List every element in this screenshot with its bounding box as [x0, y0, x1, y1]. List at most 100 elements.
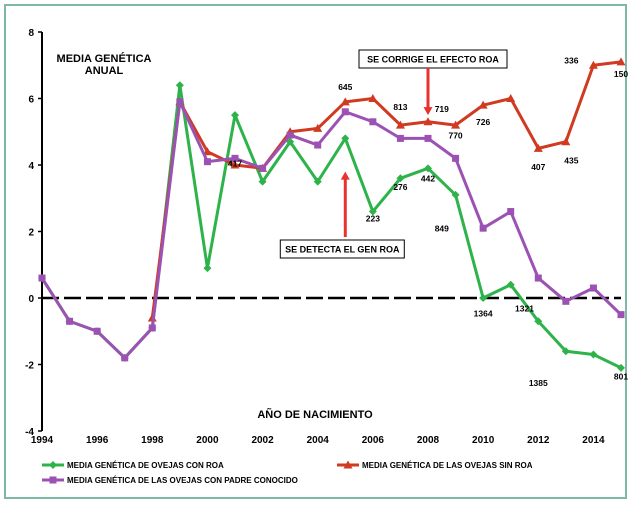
y-tick-label: 2	[28, 228, 34, 239]
data-label: 150	[614, 69, 628, 79]
square-marker	[314, 141, 322, 149]
square-marker	[452, 154, 460, 162]
legend: MEDIA GENÉTICA DE OVEJAS CON ROA MEDIA GE…	[42, 460, 533, 485]
square-marker	[617, 311, 625, 319]
triangle-marker	[478, 100, 488, 109]
y-tick-label: 8	[28, 28, 34, 39]
triangle-marker	[561, 137, 571, 146]
square-marker	[341, 108, 349, 116]
y-tick-label: -2	[25, 361, 34, 372]
x-tick-label: 2014	[582, 435, 605, 446]
diamond-marker	[203, 264, 212, 273]
y-tick-label: 4	[28, 161, 34, 172]
y-tick-label: 0	[28, 294, 34, 305]
square-marker	[203, 158, 211, 166]
legend-item: MEDIA GENÉTICA DE LAS OVEJAS CON PADRE C…	[42, 476, 298, 485]
data-label: 849	[435, 224, 449, 234]
data-label: 435	[564, 155, 578, 165]
triangle-marker	[368, 94, 378, 102]
x-tick-label: 1994	[31, 435, 54, 446]
legend-label: MEDIA GENÉTICA DE LAS OVEJAS SIN ROA	[362, 461, 533, 470]
series-line	[40, 100, 623, 360]
data-label: 336	[564, 56, 578, 66]
diamond-marker	[451, 190, 460, 199]
square-marker	[589, 284, 597, 292]
diamond-marker	[479, 294, 488, 302]
series-2	[147, 57, 626, 322]
diamond-marker	[258, 177, 267, 186]
triangle-marker	[588, 60, 598, 69]
annotation-box	[279, 239, 405, 259]
square-marker	[49, 476, 57, 484]
data-label: 770	[448, 130, 462, 140]
diamond-marker	[368, 207, 377, 216]
x-tick-label: 2004	[307, 435, 330, 446]
triangle-marker	[313, 123, 323, 132]
x-tick-label: 2008	[417, 435, 440, 446]
legend-label: MEDIA GENÉTICA DE OVEJAS CON ROA	[67, 461, 224, 470]
data-label: 223	[366, 214, 380, 224]
series-3	[38, 98, 625, 362]
triangle-marker	[340, 97, 350, 106]
x-axis-label: AÑO DE NACIMIENTO	[257, 408, 373, 421]
data-label: 1364	[474, 308, 493, 318]
triangle-marker	[230, 160, 240, 169]
data-label: 417	[228, 159, 242, 169]
legend-label: MEDIA GENÉTICA DE LAS OVEJAS CON PADRE C…	[67, 476, 298, 485]
y-tick-label: -4	[25, 427, 34, 438]
data-label: 442	[421, 174, 435, 184]
square-marker	[231, 154, 239, 162]
annotation-text: SE CORRIGE EL EFECTO ROA	[367, 55, 499, 65]
triangle-marker	[202, 147, 212, 156]
square-marker	[259, 164, 267, 172]
diamond-marker	[313, 177, 322, 186]
triangle-marker	[395, 120, 405, 129]
triangle-marker	[343, 460, 353, 469]
legend-item: MEDIA GENÉTICA DE LAS OVEJAS SIN ROA	[337, 460, 533, 470]
x-tick-label: 1996	[86, 435, 109, 446]
x-tick-label: 2012	[527, 435, 550, 446]
square-marker	[121, 354, 129, 362]
triangle-marker	[616, 57, 626, 66]
series-1	[38, 81, 625, 372]
x-tick-label: 2000	[196, 435, 219, 446]
data-label: 1385	[529, 378, 548, 388]
square-marker	[66, 317, 74, 325]
data-label: 726	[476, 117, 490, 127]
x-tick-label: 2002	[251, 435, 274, 446]
annotation-text: SE DETECTA EL GEN ROA	[285, 245, 400, 255]
data-label: 719	[435, 104, 449, 114]
square-marker	[479, 224, 487, 232]
square-marker	[534, 274, 542, 282]
y-ticks: -4 -2 0 2 4 6 8	[25, 28, 42, 438]
data-label: 645	[338, 82, 352, 92]
square-marker	[369, 118, 377, 126]
diamond-marker	[424, 164, 432, 173]
x-tick-label: 2006	[362, 435, 385, 446]
data-label: 813	[393, 102, 407, 112]
diamond-marker	[396, 174, 405, 183]
triangle-marker	[533, 143, 543, 152]
square-marker	[93, 327, 101, 335]
x-tick-label: 2010	[472, 435, 495, 446]
legend-item: MEDIA GENÉTICA DE OVEJAS CON ROA	[42, 461, 224, 470]
x-ticks: 1994 1996 1998 2000 2002 2004 2006 2008 2010 2012…	[31, 435, 605, 446]
square-marker	[562, 297, 570, 305]
annotation-arrow-head	[340, 171, 350, 180]
chart-subtitle: ANUAL	[85, 65, 124, 77]
data-labels: 417 645 223 276 813 442 719 770 849 726 1364 1321 40…	[228, 56, 628, 389]
square-marker	[286, 131, 294, 139]
square-marker	[176, 98, 184, 106]
x-tick-label: 1998	[141, 435, 164, 446]
data-label: 407	[531, 162, 545, 172]
diamond-marker	[175, 81, 184, 90]
annotation-box	[358, 49, 508, 69]
diamond-marker	[561, 347, 570, 356]
annotation-arrow-head	[423, 107, 433, 116]
diamond-marker	[589, 350, 598, 359]
diamond-marker	[231, 111, 239, 120]
series-line	[150, 60, 622, 319]
data-label: 801	[614, 371, 628, 381]
axes	[41, 32, 621, 431]
